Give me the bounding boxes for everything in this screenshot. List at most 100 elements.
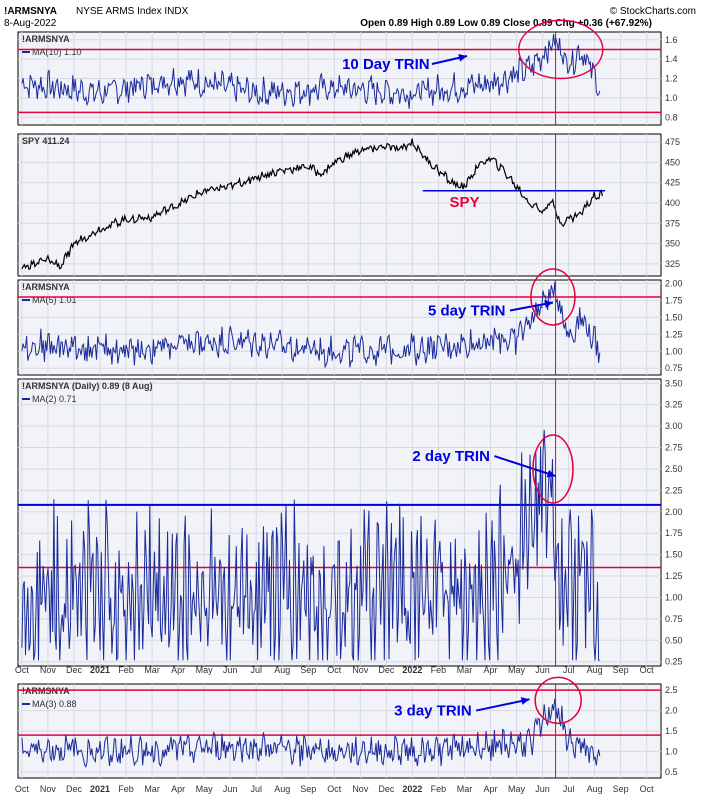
- y-tick-label: 1.00: [665, 592, 683, 602]
- x-tick-label: Feb: [118, 665, 134, 675]
- y-tick-label: 2.00: [665, 507, 683, 517]
- y-tick-label: 0.25: [665, 657, 683, 667]
- panel-frame: [17, 133, 662, 277]
- x-tick-label: Apr: [483, 784, 497, 794]
- x-tick-label: Aug: [274, 665, 290, 675]
- y-tick-label: 0.8: [665, 112, 678, 122]
- y-tick-label: 450: [665, 157, 680, 167]
- x-tick-label: 2022: [402, 665, 422, 675]
- y-tick-label: 425: [665, 178, 680, 188]
- y-tick-label: 0.5: [665, 767, 678, 777]
- y-tick-label: 2.50: [665, 464, 683, 474]
- x-tick-label: Jun: [535, 784, 550, 794]
- symbol-title: !ARMSNYA: [4, 6, 57, 17]
- series-line: [21, 33, 601, 109]
- x-tick-label: Oct: [15, 784, 30, 794]
- trin-annotation: 3 day TRIN: [394, 703, 472, 720]
- arrow-head: [546, 469, 556, 478]
- y-tick-label: 1.0: [665, 746, 678, 756]
- series-line: [21, 698, 601, 768]
- quote-line: Open 0.89 High 0.89 Low 0.89 Close 0.89 …: [360, 18, 652, 29]
- x-tick-label: Feb: [431, 784, 447, 794]
- x-tick-label: Oct: [640, 784, 655, 794]
- x-tick-label: May: [508, 665, 526, 675]
- y-tick-label: 475: [665, 137, 680, 147]
- y-tick-label: 2.5: [665, 685, 678, 695]
- y-tick-label: 1.50: [665, 550, 683, 560]
- y-tick-label: 1.00: [665, 346, 683, 356]
- y-tick-label: 3.00: [665, 421, 683, 431]
- x-tick-label: Jul: [563, 665, 575, 675]
- panel-label: !ARMSNYA (Daily) 0.89 (8 Aug): [22, 381, 153, 391]
- x-tick-label: Nov: [40, 784, 57, 794]
- x-tick-label: Apr: [171, 665, 185, 675]
- series-line: [21, 281, 601, 369]
- highlight-ellipse: [530, 268, 576, 326]
- panel-label: !ARMSNYA: [22, 282, 70, 292]
- series-line: [21, 429, 600, 661]
- x-tick-label: Oct: [15, 665, 30, 675]
- x-tick-label: Oct: [640, 665, 655, 675]
- x-tick-label: Feb: [431, 665, 447, 675]
- panel-ma-label: MA(10) 1.10: [32, 47, 82, 57]
- highlight-ellipse: [518, 19, 604, 80]
- x-tick-label: May: [196, 784, 214, 794]
- x-tick-label: Nov: [352, 784, 369, 794]
- x-tick-label: Aug: [274, 784, 290, 794]
- x-tick-label: Aug: [587, 665, 603, 675]
- x-tick-label: Sep: [613, 665, 629, 675]
- y-tick-label: 1.0: [665, 93, 678, 103]
- y-tick-label: 325: [665, 259, 680, 269]
- x-tick-label: Sep: [300, 784, 316, 794]
- y-tick-label: 0.50: [665, 635, 683, 645]
- panels: 0.8 1.0 1.2 1.4 1.6 !ARMSNYA MA(10) 1.10 10 Day…: [15, 19, 683, 794]
- x-tick-label: Dec: [378, 784, 395, 794]
- x-tick-label: Apr: [171, 784, 185, 794]
- x-tick-label: Jun: [223, 784, 238, 794]
- x-tick-label: Mar: [144, 665, 160, 675]
- x-tick-label: 2021: [90, 665, 110, 675]
- x-tick-label: Apr: [483, 665, 497, 675]
- x-tick-label: Feb: [118, 784, 134, 794]
- spy-annotation: SPY: [449, 194, 479, 211]
- trin-annotation: 10 Day TRIN: [342, 56, 430, 73]
- y-tick-label: 1.75: [665, 295, 683, 305]
- y-tick-label: 400: [665, 198, 680, 208]
- annotation-arrow: [494, 455, 556, 478]
- y-tick-label: 1.6: [665, 35, 678, 45]
- annotation-arrow: [475, 698, 530, 712]
- panel-label: !ARMSNYA: [22, 686, 70, 696]
- y-tick-label: 3.50: [665, 378, 683, 388]
- symbol-description: NYSE ARMS Index INDX: [76, 6, 189, 17]
- y-tick-label: 0.75: [665, 363, 683, 373]
- y-tick-label: 3.25: [665, 400, 683, 410]
- y-tick-label: 375: [665, 218, 680, 228]
- y-tick-label: 1.5: [665, 726, 678, 736]
- x-tick-label: Jun: [535, 665, 550, 675]
- x-tick-label: May: [508, 784, 526, 794]
- panel-label: !ARMSNYA: [22, 34, 70, 44]
- x-tick-label: Jul: [250, 665, 262, 675]
- x-tick-label: Oct: [327, 665, 342, 675]
- x-tick-label: Mar: [457, 665, 473, 675]
- y-tick-label: 1.4: [665, 54, 678, 64]
- x-tick-label: Sep: [613, 784, 629, 794]
- y-tick-label: 1.75: [665, 528, 683, 538]
- y-tick-label: 0.75: [665, 614, 683, 624]
- x-tick-label: Mar: [144, 784, 160, 794]
- panel-ma-label: MA(3) 0.88: [32, 699, 77, 709]
- y-tick-label: 1.25: [665, 571, 683, 581]
- x-tick-label: Dec: [66, 784, 83, 794]
- y-tick-label: 350: [665, 239, 680, 249]
- highlight-ellipse: [532, 434, 574, 504]
- x-tick-label: Jun: [223, 665, 238, 675]
- x-tick-label: Nov: [40, 665, 57, 675]
- y-tick-label: 1.50: [665, 312, 683, 322]
- y-tick-label: 2.75: [665, 443, 683, 453]
- x-tick-label: Oct: [327, 784, 342, 794]
- panel-ma-label: MA(2) 0.71: [32, 394, 77, 404]
- x-tick-label: May: [196, 665, 214, 675]
- x-tick-label: Aug: [587, 784, 603, 794]
